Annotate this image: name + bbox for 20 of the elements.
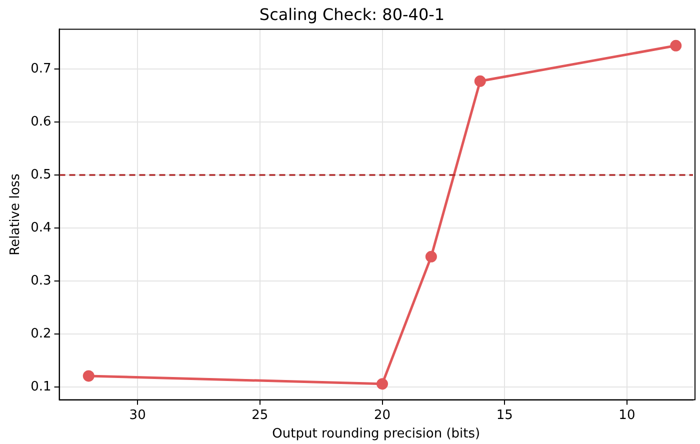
point [670,40,682,52]
y-tick-label: 0.3 [30,273,52,288]
y-tick-label: 0.4 [30,220,52,236]
point [376,378,388,390]
y-tick-label: 0.6 [30,114,52,130]
y-tick-label: 0.2 [30,326,52,342]
x-tick-label: 30 [129,408,146,423]
x-tick-label: 10 [618,408,636,423]
x-tick-label: 15 [496,408,513,423]
y-tick-label: 0.5 [30,167,52,182]
chart-title: Scaling Check: 80-40-1 [259,4,445,24]
y-axis-title: Relative loss [8,173,24,256]
y-tick-label: 0.7 [30,61,52,76]
point [474,75,486,87]
y-tick-label: 0.1 [30,379,52,394]
x-tick-label: 25 [252,408,268,423]
x-axis-title: Output rounding precision (bits) [272,426,480,442]
point [425,250,437,262]
point [82,370,94,382]
x-tick-label: 20 [374,408,391,423]
